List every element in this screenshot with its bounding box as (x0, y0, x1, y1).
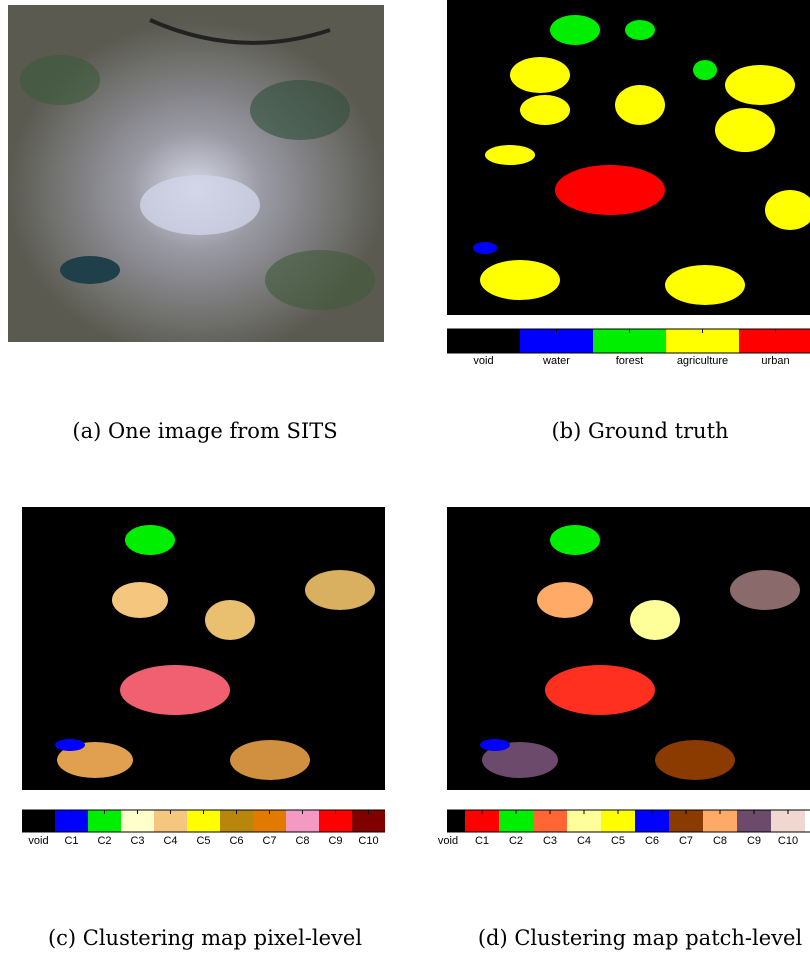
colorbar-label: C2 (509, 835, 523, 847)
caption: (c) Clustering map pixel-level (48, 926, 362, 950)
colorbar-label: C1 (475, 835, 489, 847)
colorbar-label: void (473, 355, 493, 367)
colorbar-label: water (542, 355, 570, 367)
colorbar (431, 810, 810, 832)
caption: (a) One image from SITS (72, 419, 337, 443)
colorbar-label: C6 (229, 835, 243, 847)
colorbar-label: C9 (328, 835, 342, 847)
colorbar-label: C1 (64, 835, 78, 847)
colorbar (447, 329, 810, 353)
colorbar-label: C5 (611, 835, 625, 847)
colorbar (22, 810, 422, 832)
colorbar-label: C8 (295, 835, 309, 847)
colorbar-label: C10 (778, 835, 798, 847)
colorbar-label: C6 (645, 835, 659, 847)
colorbar-label: C8 (713, 835, 727, 847)
colorbar-label: C5 (196, 835, 210, 847)
colorbar-label: void (438, 835, 458, 847)
figure: (a) One image from SITS (b) Ground truth… (0, 0, 810, 968)
colorbar-label: C4 (163, 835, 177, 847)
pixel-level-map (22, 507, 385, 790)
colorbar-label: C7 (679, 835, 693, 847)
colorbar-label: urban (761, 355, 789, 367)
colorbar-swatch (739, 329, 810, 353)
colorbar-label: C10 (358, 835, 378, 847)
ground-truth-map (447, 0, 810, 315)
colorbar-label: C3 (543, 835, 557, 847)
colorbar-label: C2 (97, 835, 111, 847)
colorbar-label: C7 (262, 835, 276, 847)
caption: (d) Clustering map patch-level (478, 926, 803, 950)
colorbar-label: C9 (747, 835, 761, 847)
colorbar-label: void (28, 835, 48, 847)
caption: (b) Ground truth (551, 419, 728, 443)
colorbar-label: C4 (577, 835, 591, 847)
satellite-image (8, 5, 384, 342)
patch-level-map (447, 507, 810, 790)
colorbar-label: forest (616, 355, 644, 367)
colorbar-label: agriculture (677, 355, 728, 367)
colorbar-label: C3 (130, 835, 144, 847)
